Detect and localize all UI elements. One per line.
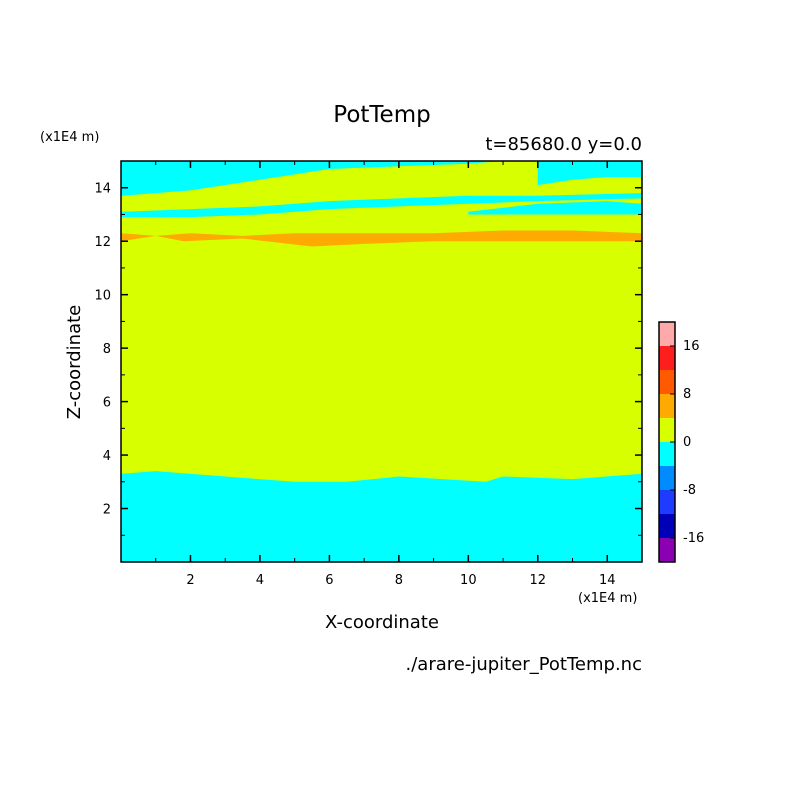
y-tick-label: 4	[103, 449, 111, 464]
plot-area	[120, 160, 643, 563]
colorbar-tick-label: 16	[683, 339, 700, 354]
y-tick-label: 8	[103, 342, 111, 357]
colorbar-segment	[659, 538, 675, 562]
colorbar-segment	[659, 466, 675, 490]
field-warm_band_12km	[121, 230, 642, 247]
colorbar-segment	[659, 514, 675, 538]
colorbar-tick-label: -8	[683, 483, 696, 498]
colorbar: -16 -8 0 8 16	[658, 321, 704, 563]
x-tick-label: 4	[256, 573, 264, 588]
x-tick-label: 6	[325, 573, 333, 588]
y-tick-label: 14	[94, 182, 111, 197]
colorbar-segment	[659, 442, 675, 466]
x-tick-label: 10	[460, 573, 477, 588]
plot-frame	[120, 160, 643, 563]
colorbar-segment	[659, 418, 675, 442]
y-tick-label: 6	[103, 396, 111, 411]
chart-title: PotTemp	[333, 102, 430, 128]
colorbar-segment	[659, 322, 675, 346]
y-axis-label: Z-coordinate	[64, 305, 85, 420]
x-tick-label: 12	[530, 573, 547, 588]
y-tick-label: 12	[94, 235, 111, 250]
x-tick-label: 8	[395, 573, 403, 588]
source-file-label: ./arare-jupiter_PotTemp.nc	[406, 654, 642, 675]
x-tick-label: 14	[599, 573, 616, 588]
chart-subtitle: t=85680.0 y=0.0	[485, 134, 642, 155]
y-tick-label: 10	[94, 289, 111, 304]
colorbar-tick-label: 8	[683, 387, 691, 402]
colorbar-tick-label: -16	[683, 531, 704, 546]
field-cold_band_right	[468, 201, 642, 215]
field-top_right_cold	[537, 161, 642, 186]
colorbar-tick-label: 0	[683, 435, 691, 450]
field-top_cold_layer	[121, 161, 642, 196]
x-tick-label: 2	[186, 573, 194, 588]
colorbar-segment	[659, 346, 675, 370]
x-axis: 2 4 6 8 10 12 14	[155, 161, 616, 588]
y-axis: 2 4 6 8 10 12 14	[94, 182, 642, 536]
x-unit-label: (x1E4 m)	[578, 591, 637, 606]
colorbar-segment	[659, 370, 675, 394]
y-unit-label: (x1E4 m)	[40, 130, 99, 145]
field-bottom_cold_layer	[121, 471, 642, 562]
x-axis-label: X-coordinate	[325, 612, 439, 633]
colorbar-segment	[659, 490, 675, 514]
colorbar-segment	[659, 394, 675, 418]
y-tick-label: 2	[103, 503, 111, 518]
field-cold_band_13km	[121, 193, 642, 218]
